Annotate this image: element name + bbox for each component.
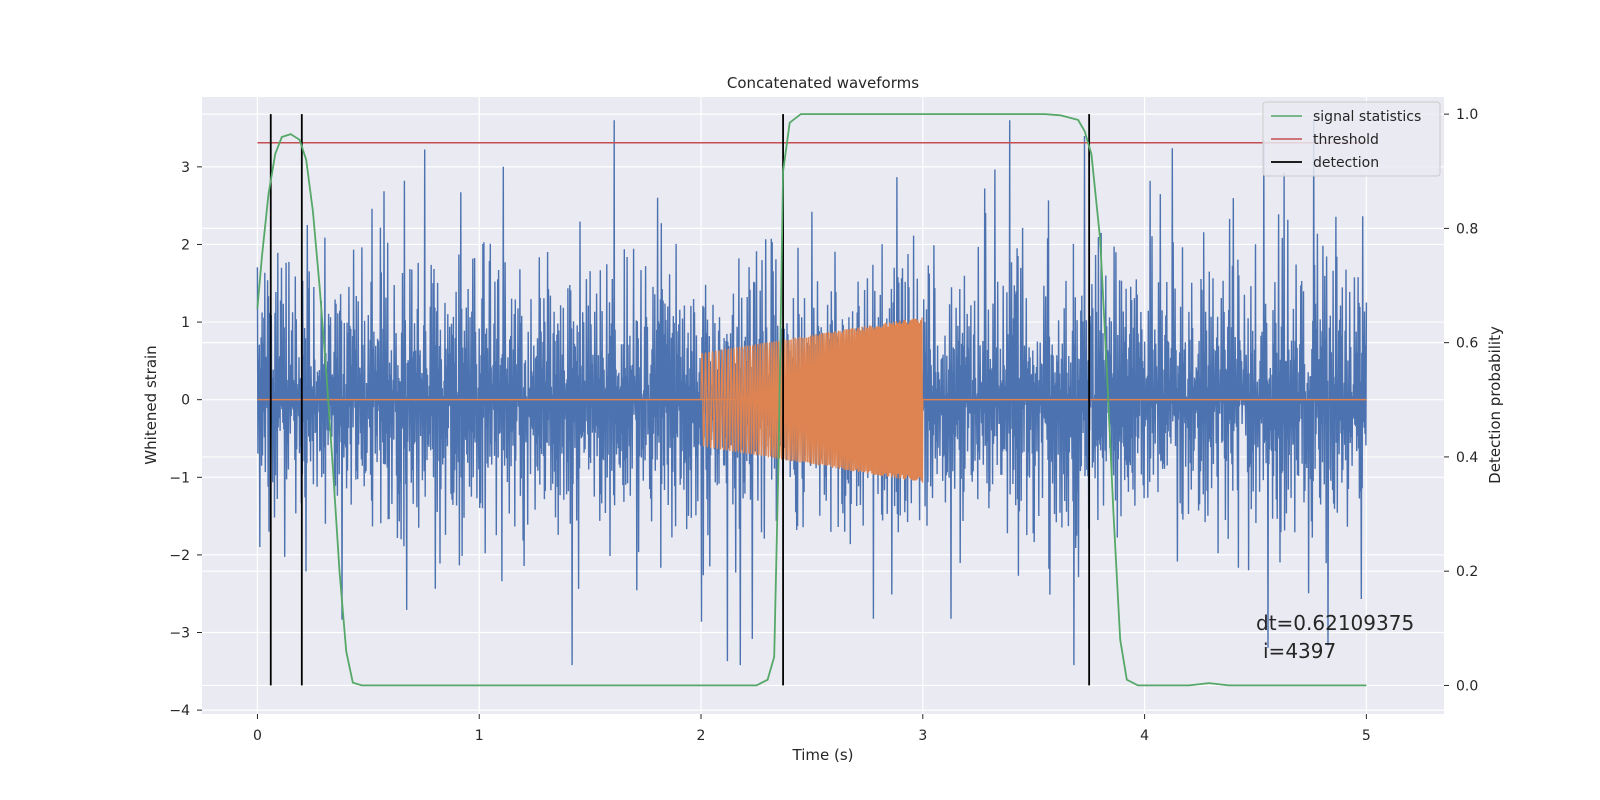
y-tick-label: −4 (169, 703, 190, 719)
noise-series (256, 120, 1368, 666)
chirp-line (700, 317, 924, 483)
axis-ticks: 0 1 2 3 4 5 −4 −3 −2 −1 0 1 2 3 0.0 0.2 0.4 0.6 0.8 1.0 (169, 107, 1478, 744)
y-tick-label: −3 (169, 626, 190, 642)
y2-tick-label: 0.8 (1456, 221, 1478, 237)
signal-statistics-series (256, 113, 1367, 687)
x-tick-label: 1 (475, 728, 484, 744)
y-tick-label: 2 (181, 237, 190, 253)
y2-tick-label: 0.0 (1456, 678, 1478, 694)
legend: signal statistics threshold detection (1262, 101, 1441, 177)
y-tick-label: −1 (169, 470, 190, 486)
y2-tick-label: 1.0 (1456, 107, 1478, 123)
noise-line (256, 120, 1368, 666)
y-axis-label: Whitened strain (142, 345, 160, 464)
annotation-dt: dt=0.62109375 (1256, 611, 1414, 635)
legend-label-signal-statistics: signal statistics (1313, 109, 1421, 125)
y-tick-label: 1 (181, 315, 190, 331)
detection-lines (269, 114, 1091, 686)
y-tick-label: 0 (181, 393, 190, 409)
x-tick-label: 0 (253, 728, 262, 744)
legend-label-threshold: threshold (1313, 132, 1379, 148)
chirp-series (257, 317, 1367, 483)
y2-tick-label: 0.2 (1456, 564, 1478, 580)
chart-title: Concatenated waveforms (727, 74, 919, 92)
x-axis-label: Time (s) (792, 746, 854, 764)
y2-axis-label: Detection probability (1486, 326, 1504, 484)
x-tick-label: 5 (1362, 728, 1371, 744)
legend-label-detection: detection (1313, 155, 1379, 171)
y-tick-label: −2 (169, 548, 190, 564)
y2-tick-label: 0.6 (1456, 336, 1478, 352)
x-tick-label: 2 (697, 728, 706, 744)
y2-tick-label: 0.4 (1456, 450, 1478, 466)
x-tick-label: 4 (1140, 728, 1149, 744)
x-tick-label: 3 (918, 728, 927, 744)
legend-box (1262, 101, 1441, 177)
annotation-i: i=4397 (1263, 639, 1336, 663)
y-tick-label: 3 (181, 160, 190, 176)
signal-statistics-line (256, 113, 1367, 687)
